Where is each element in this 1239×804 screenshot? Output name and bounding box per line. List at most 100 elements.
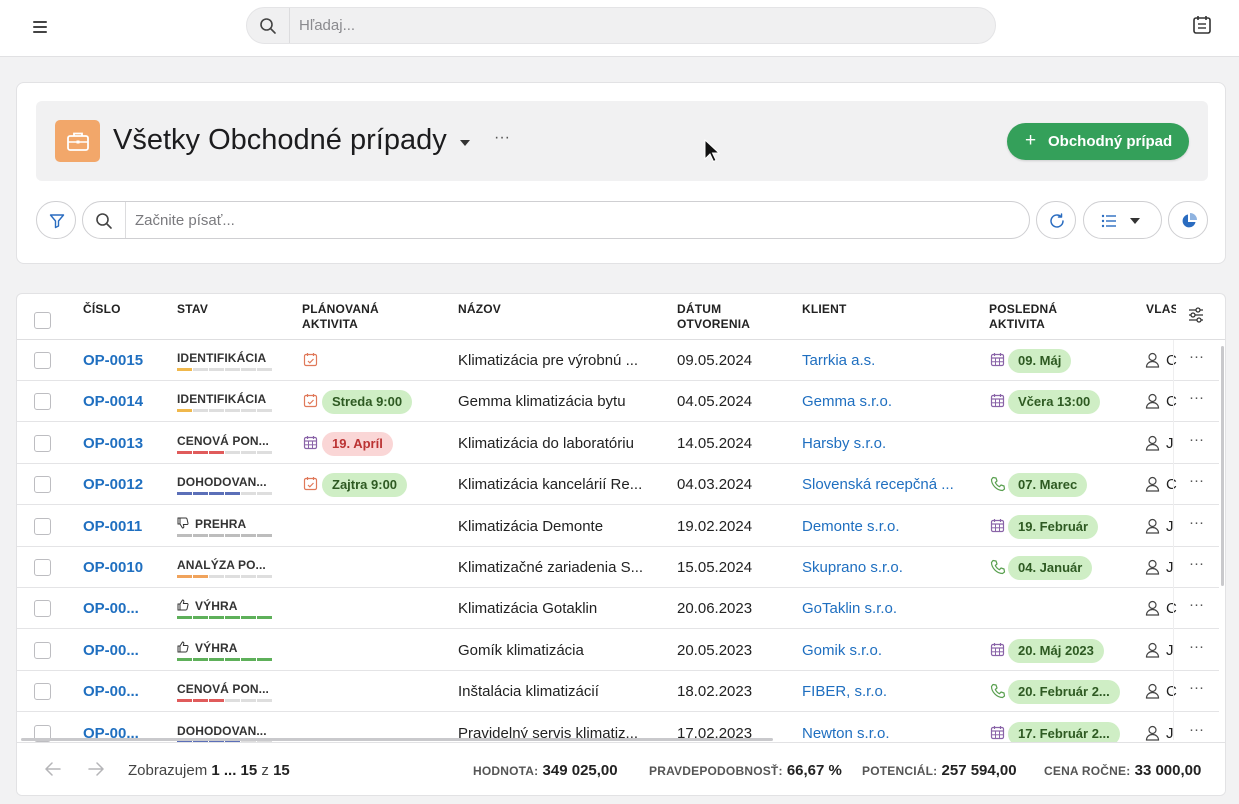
- select-all-checkbox[interactable]: [34, 312, 51, 329]
- list-search[interactable]: Začnite písať...: [82, 201, 1030, 239]
- column-header-planovana-aktivita[interactable]: PLÁNOVANÁ AKTIVITA: [302, 302, 379, 331]
- row-more-button[interactable]: ···: [1189, 555, 1204, 572]
- last-activity-badge[interactable]: 07. Marec: [1008, 473, 1088, 497]
- deal-name[interactable]: Klimatizácia pre výrobnú ...: [458, 352, 639, 369]
- planned-activity-badge[interactable]: 19. Apríl: [322, 432, 393, 456]
- deal-number-link[interactable]: OP-0013: [83, 435, 144, 452]
- row-checkbox[interactable]: [34, 518, 51, 535]
- deal-number-link[interactable]: OP-0012: [83, 476, 144, 493]
- global-search[interactable]: Hľadaj...: [246, 7, 996, 44]
- deal-name[interactable]: Inštalácia klimatizácií: [458, 683, 599, 700]
- list-search-input[interactable]: Začnite písať...: [135, 212, 235, 229]
- table-row[interactable]: OP-0014 IDENTIFIKÁCIA Streda 9:00 Gemma …: [17, 381, 1219, 422]
- column-header-stav[interactable]: STAV: [177, 302, 209, 316]
- deal-number-link[interactable]: OP-0010: [83, 559, 144, 576]
- row-more-button[interactable]: ···: [1189, 431, 1204, 448]
- menu-icon[interactable]: [30, 16, 52, 38]
- column-header-posledna-aktivita[interactable]: POSLEDNÁ AKTIVITA: [989, 302, 1058, 331]
- deal-number-link[interactable]: OP-0015: [83, 352, 144, 369]
- deal-name[interactable]: Gomík klimatizácia: [458, 642, 584, 659]
- client-link[interactable]: Skuprano s.r.o.: [802, 559, 903, 576]
- row-checkbox[interactable]: [34, 476, 51, 493]
- row-more-button[interactable]: ···: [1189, 721, 1204, 738]
- row-more-button[interactable]: ···: [1189, 389, 1204, 406]
- table-row[interactable]: OP-00... CENOVÁ PON... Inštalácia klimat…: [17, 671, 1219, 712]
- deal-name[interactable]: Klimatizačné zariadenia S...: [458, 559, 644, 576]
- global-search-input[interactable]: Hľadaj...: [299, 17, 356, 34]
- last-activity-badge[interactable]: 20. Máj 2023: [1008, 639, 1104, 663]
- chart-button[interactable]: [1168, 201, 1208, 239]
- table-row[interactable]: OP-0011 PREHRA Klimatizácia Demonte 19.0…: [17, 506, 1219, 547]
- deal-name[interactable]: Klimatizácia do laboratóriu: [458, 435, 634, 452]
- view-mode-button[interactable]: [1083, 201, 1162, 239]
- last-activity-badge[interactable]: 20. Február 2...: [1008, 680, 1120, 704]
- refresh-button[interactable]: [1036, 201, 1076, 239]
- deal-number-link[interactable]: OP-0011: [83, 518, 143, 535]
- client-link[interactable]: Gemma s.r.o.: [802, 393, 893, 410]
- table-row[interactable]: OP-0015 IDENTIFIKÁCIA Klimatizácia pre v…: [17, 340, 1219, 381]
- vertical-scrollbar[interactable]: [1221, 346, 1224, 586]
- calendar-icon[interactable]: [303, 435, 318, 455]
- last-activity-badge[interactable]: Včera 13:00: [1008, 390, 1101, 414]
- column-header-datum-otvorenia[interactable]: DÁTUM OTVORENIA: [677, 302, 751, 331]
- row-more-button[interactable]: ···: [1189, 679, 1204, 696]
- client-link[interactable]: Demonte s.r.o.: [802, 518, 900, 535]
- client-link[interactable]: Newton s.r.o.: [802, 725, 890, 742]
- client-link[interactable]: FIBER, s.r.o.: [802, 683, 888, 700]
- deal-number-link[interactable]: OP-00...: [83, 642, 139, 659]
- deal-name[interactable]: Gemma klimatizácia bytu: [458, 393, 626, 410]
- column-header-klient[interactable]: KLIENT: [802, 302, 847, 316]
- deal-name[interactable]: Klimatizácia Gotaklin: [458, 600, 598, 617]
- column-header-cislo[interactable]: ČÍSLO: [83, 302, 121, 316]
- add-deal-button[interactable]: + Obchodný prípad: [1007, 123, 1189, 160]
- row-more-button[interactable]: ···: [1189, 596, 1204, 613]
- row-checkbox[interactable]: [34, 559, 51, 576]
- last-activity-badge[interactable]: 04. Január: [1008, 556, 1093, 580]
- row-checkbox[interactable]: [34, 600, 51, 617]
- client-link[interactable]: Gomik s.r.o.: [802, 642, 883, 659]
- horizontal-scrollbar[interactable]: [21, 738, 773, 741]
- deal-number-link[interactable]: OP-0014: [83, 393, 144, 410]
- row-more-button[interactable]: ···: [1189, 638, 1204, 655]
- chevron-down-icon[interactable]: [460, 140, 470, 146]
- client-link[interactable]: Harsby s.r.o.: [802, 435, 887, 452]
- client-link[interactable]: GoTaklin s.r.o.: [802, 600, 898, 617]
- row-checkbox[interactable]: [34, 393, 51, 410]
- row-checkbox[interactable]: [34, 435, 51, 452]
- table-row[interactable]: OP-00... VÝHRA Klimatizácia Gotaklin 20.…: [17, 588, 1219, 629]
- filter-button[interactable]: [36, 201, 76, 239]
- deal-number-link[interactable]: OP-00...: [83, 683, 139, 700]
- table-row[interactable]: OP-0013 CENOVÁ PON... 19. Apríl Klimatiz…: [17, 423, 1219, 464]
- arrow-left-icon[interactable]: [44, 761, 62, 777]
- client-link[interactable]: Slovenská recepčná ...: [802, 476, 954, 493]
- planned-activity-badge[interactable]: Zajtra 9:00: [322, 473, 408, 497]
- row-checkbox[interactable]: [34, 352, 51, 369]
- deal-number-link[interactable]: OP-00...: [83, 725, 139, 742]
- planned-activity-badge[interactable]: Streda 9:00: [322, 390, 413, 414]
- calendar-icon[interactable]: [1191, 14, 1213, 36]
- last-activity-badge[interactable]: 19. Február: [1008, 515, 1099, 539]
- arrow-right-icon[interactable]: [87, 761, 105, 777]
- row-more-button[interactable]: ···: [1189, 348, 1204, 365]
- more-options-button[interactable]: ···: [494, 129, 510, 146]
- calendar-task-icon[interactable]: [303, 476, 318, 496]
- table-row[interactable]: OP-0012 DOHODOVAN... Zajtra 9:00 Klimati…: [17, 464, 1219, 505]
- last-activity-badge[interactable]: 09. Máj: [1008, 349, 1072, 373]
- calendar-task-icon[interactable]: [303, 393, 318, 413]
- row-checkbox[interactable]: [34, 683, 51, 700]
- deal-name[interactable]: Pravidelný servis klimatiz...: [458, 725, 639, 742]
- column-header-vlastnik[interactable]: VLAS: [1146, 302, 1176, 316]
- row-more-button[interactable]: ···: [1189, 472, 1204, 489]
- deal-name[interactable]: Klimatizácia kancelárií Re...: [458, 476, 643, 493]
- table-row[interactable]: OP-0010 ANALÝZA PO... Klimatizačné zaria…: [17, 547, 1219, 588]
- calendar-task-icon[interactable]: [303, 352, 318, 372]
- row-checkbox[interactable]: [34, 642, 51, 659]
- sliders-icon[interactable]: [1187, 306, 1205, 324]
- deal-number-link[interactable]: OP-00...: [83, 600, 139, 617]
- column-header-nazov[interactable]: NÁZOV: [458, 302, 501, 316]
- table-row[interactable]: OP-00... VÝHRA Gomík klimatizácia 20.05.…: [17, 630, 1219, 671]
- client-link[interactable]: Tarrkia a.s.: [802, 352, 876, 369]
- row-more-button[interactable]: ···: [1189, 514, 1204, 531]
- row-checkbox[interactable]: [34, 725, 51, 742]
- deal-name[interactable]: Klimatizácia Demonte: [458, 518, 604, 535]
